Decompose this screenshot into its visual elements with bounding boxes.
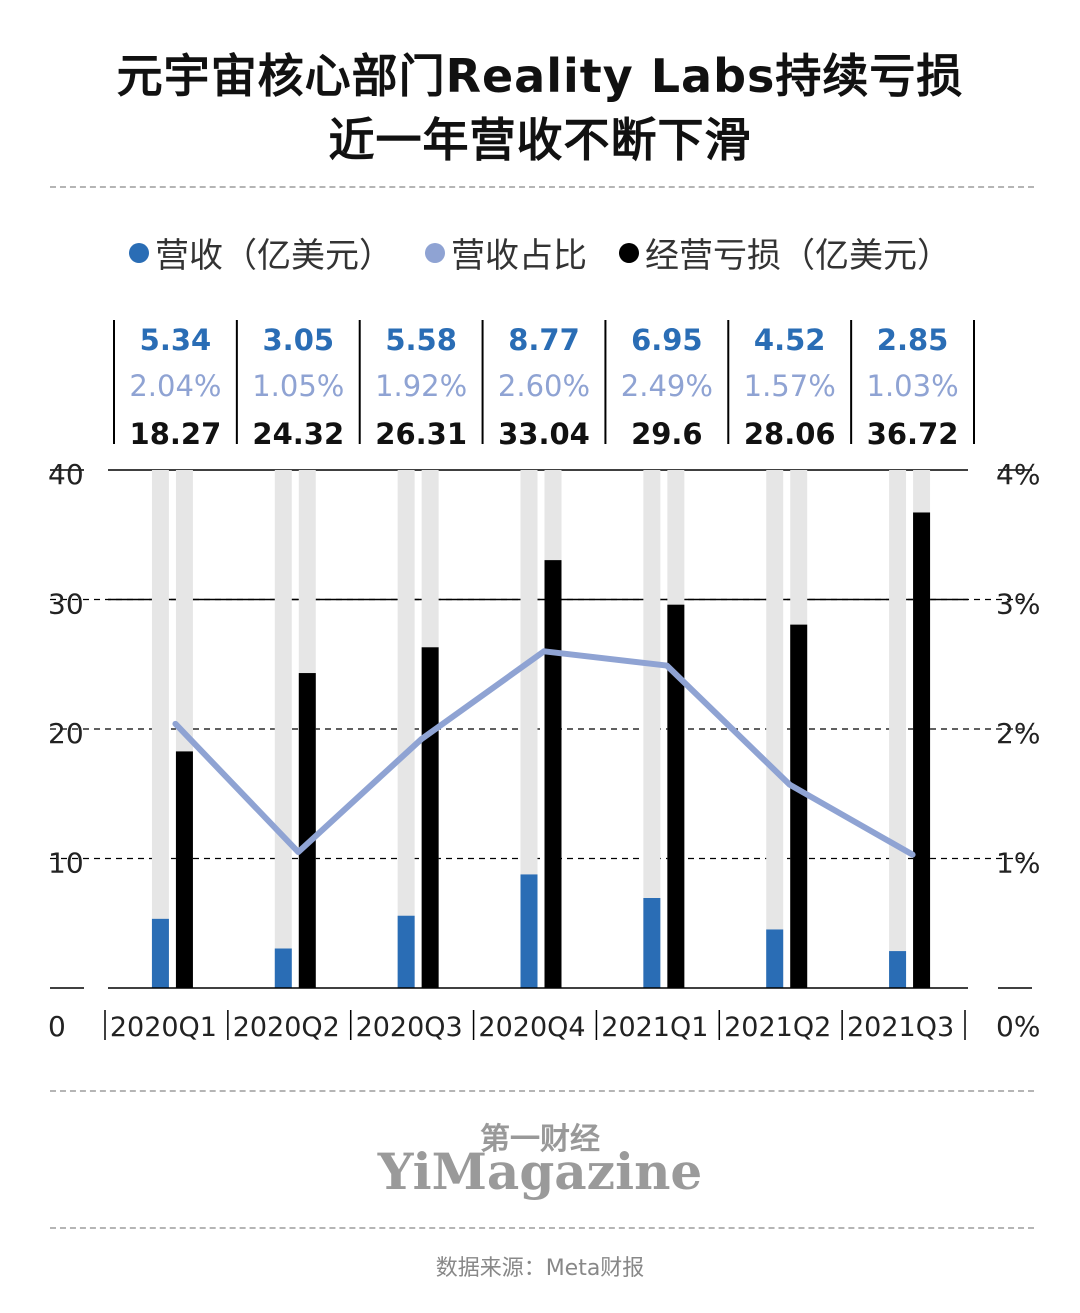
revenue-track [766,470,784,988]
loss-value-label: 28.06 [744,417,836,451]
y-left-tick-label: 40 [48,458,84,491]
loss-value-label: 33.04 [498,417,590,451]
loss-bar [421,647,439,988]
loss-bar [544,560,562,988]
revenue-value-label: 2.85 [877,323,949,357]
loss-value-label: 26.31 [375,417,467,451]
revenue-bar [766,929,784,988]
legend-item-loss: 经营亏损（亿美元） [619,228,951,277]
revenue-value-label: 6.95 [631,323,703,357]
revenue-value-label: 4.52 [754,323,826,357]
x-tick-label: 2020Q2 [233,1012,340,1043]
revenue-bar [274,948,292,988]
share-value-label: 1.57% [744,369,836,403]
legend: 营收（亿美元） 营收占比 经营亏损（亿美元） [0,228,1080,277]
loss-value-label: 18.27 [130,417,222,451]
loss-value-label: 36.72 [867,417,959,451]
x-tick-label: 2021Q3 [847,1012,954,1043]
legend-item-revenue: 营收（亿美元） [129,228,393,277]
share-value-label: 1.03% [867,369,959,403]
legend-marker-revenue [129,242,149,263]
chart-area: 0 10 20 30 40 0% 1% 2% 3% 4% 2020Q1 2020Q2 2020Q3 202… [48,320,1040,1043]
share-value-label: 1.05% [252,369,344,403]
loss-bar [298,673,316,988]
y-right-tick-label: 4% [996,458,1040,491]
source-note: 数据来源：Meta财报 [435,1256,645,1281]
revenue-bar [643,897,661,988]
revenue-track [151,470,169,988]
revenue-track [520,470,538,988]
revenue-bar [520,874,538,988]
x-tick-label: 2020Q3 [356,1012,463,1043]
revenue-value-label: 3.05 [263,323,335,357]
legend-label-loss: 经营亏损（亿美元） [645,236,951,276]
chart-title-line2: 近一年营收不断下滑 [328,113,752,167]
revenue-value-label: 8.77 [508,323,580,357]
loss-bar [913,512,931,988]
revenue-track [274,470,292,988]
share-value-label: 2.49% [621,369,713,403]
y-left-tick-label: 0 [48,1010,66,1043]
loss-bar [175,751,193,988]
logo-english: YiMagazine [377,1142,703,1201]
revenue-bar [397,915,415,988]
y-right-tick-label: 0% [996,1010,1040,1043]
revenue-bar [151,918,169,988]
top-divider [50,186,1034,188]
logo-chinese: 第一财经 [480,1122,600,1157]
x-tick-label: 2021Q2 [724,1012,831,1043]
legend-marker-share [425,242,445,263]
x-tick-label: 2020Q4 [478,1012,585,1043]
loss-bar [667,604,685,988]
share-line [172,648,916,858]
legend-label-share: 营收占比 [451,236,587,276]
loss-value-label: 24.32 [252,417,344,451]
y-left-tick-label: 30 [48,588,84,621]
share-value-label: 2.04% [129,369,221,403]
y-right-tick-label: 2% [996,717,1040,750]
revenue-track [889,470,907,988]
revenue-value-label: 5.58 [385,323,457,357]
y-left-tick-label: 20 [48,717,84,750]
chart-title-line1: 元宇宙核心部门Reality Labs持续亏损 [116,49,964,103]
revenue-track [643,470,661,988]
y-left-tick-label: 10 [48,847,84,880]
legend-marker-loss [619,242,639,263]
share-value-label: 1.92% [375,369,467,403]
revenue-bar [889,951,907,988]
legend-item-share: 营收占比 [425,228,587,277]
y-right-tick-label: 3% [996,588,1040,621]
x-tick-label: 2021Q1 [601,1012,708,1043]
loss-bar [790,624,808,988]
logo-bottom-divider [50,1227,1034,1229]
logo-top-divider [50,1090,1034,1092]
x-tick-label: 2020Q1 [110,1012,217,1043]
revenue-track [397,470,415,988]
revenue-value-label: 5.34 [140,323,212,357]
legend-label-revenue: 营收（亿美元） [155,236,393,276]
loss-value-label: 29.6 [631,417,703,451]
share-value-label: 2.60% [498,369,590,403]
y-right-tick-label: 1% [996,847,1040,880]
